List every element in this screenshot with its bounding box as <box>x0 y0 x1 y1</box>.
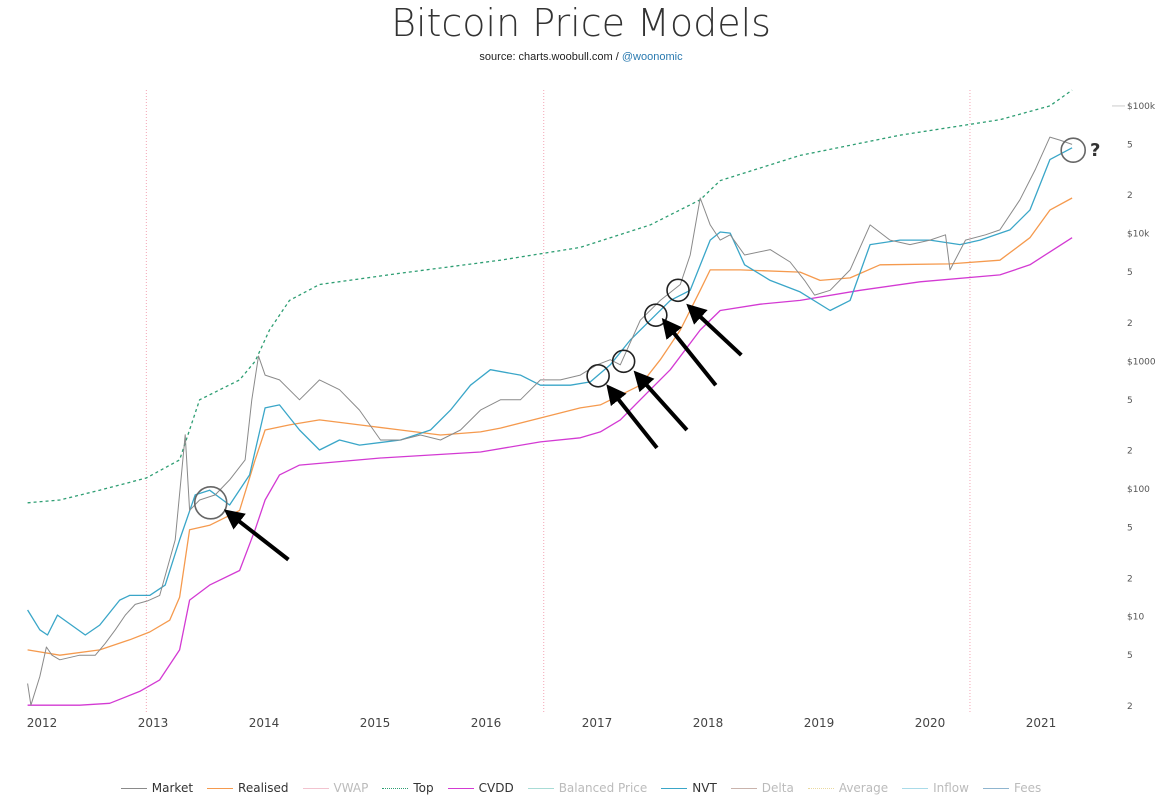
x-tick-label: 2021 <box>1026 716 1057 730</box>
chart-source: source: charts.woobull.com / @woonomic <box>0 51 1162 63</box>
legend: Market Realised VWAP Top CVDD Balanced Price N… <box>0 781 1162 795</box>
legend-item-average[interactable]: Average <box>807 781 889 795</box>
y-tick-label: $10k <box>1127 230 1150 240</box>
x-tick-label: 2013 <box>138 716 169 730</box>
legend-item-market[interactable]: Market <box>120 781 194 795</box>
legend-item-top[interactable]: Top <box>382 781 434 795</box>
y-tick-label: $100k <box>1127 102 1156 112</box>
legend-swatch <box>447 787 474 789</box>
annotation-arrow <box>223 509 290 562</box>
legend-swatch <box>120 787 147 789</box>
legend-swatch <box>527 787 554 789</box>
y-tick-label: 2 <box>1127 191 1133 201</box>
series-line-top <box>27 89 1073 504</box>
legend-label: Market <box>151 781 194 795</box>
legend-label: Inflow <box>933 781 969 795</box>
legend-swatch <box>302 787 329 789</box>
legend-item-realised[interactable]: Realised <box>207 781 289 795</box>
legend-label: VWAP <box>333 781 369 795</box>
legend-item-vwap[interactable]: VWAP <box>302 781 369 795</box>
legend-item-balanced-price[interactable]: Balanced Price <box>527 781 648 795</box>
y-tick-label: 5 <box>1127 140 1133 150</box>
legend-label: NVT <box>692 781 717 795</box>
x-tick-label: 2019 <box>804 716 835 730</box>
y-tick-label: 5 <box>1127 651 1133 661</box>
source-text: source: charts.woobull.com / <box>479 51 622 63</box>
y-tick-label: 5 <box>1127 268 1133 278</box>
legend-swatch <box>730 787 757 789</box>
x-tick-label: 2018 <box>693 716 724 730</box>
series-line-realised <box>27 197 1073 656</box>
y-tick-label: 2 <box>1127 319 1133 329</box>
legend-swatch <box>382 787 409 789</box>
x-tick-label: 2017 <box>582 716 613 730</box>
annotation-circle <box>666 278 690 303</box>
annotation-circle <box>644 303 668 327</box>
legend-label: CVDD <box>478 781 514 795</box>
x-tick-label: 2016 <box>471 716 502 730</box>
annotation-arrow <box>606 384 659 450</box>
series-line-cvdd <box>27 237 1073 706</box>
y-tick-label: $1000 <box>1127 357 1156 367</box>
legend-item-inflow[interactable]: Inflow <box>902 781 969 795</box>
annotation-circle <box>193 486 228 520</box>
legend-label: Realised <box>238 781 289 795</box>
legend-label: Fees <box>1013 781 1042 795</box>
x-tick-label: 2020 <box>915 716 946 730</box>
legend-item-fees[interactable]: Fees <box>982 781 1042 795</box>
legend-swatch <box>902 787 929 789</box>
legend-item-delta[interactable]: Delta <box>730 781 794 795</box>
source-handle-link[interactable]: @woonomic <box>621 51 683 63</box>
question-mark: ? <box>1090 140 1100 161</box>
legend-swatch <box>661 787 688 789</box>
x-tick-label: 2012 <box>27 716 58 730</box>
annotation-arrow <box>661 317 718 387</box>
y-tick-label: 2 <box>1127 574 1133 584</box>
legend-item-nvt[interactable]: NVT <box>661 781 717 795</box>
annotation-circle <box>611 349 636 374</box>
y-tick-label: 5 <box>1127 396 1133 406</box>
series-line-nvt <box>27 147 1073 636</box>
series-line-market <box>27 136 1073 706</box>
y-tick-label: $100 <box>1127 485 1150 495</box>
legend-label: Top <box>413 781 434 795</box>
chart-title: Bitcoin Price Models <box>391 1 771 45</box>
legend-swatch <box>207 787 234 789</box>
annotation-circle <box>586 364 610 388</box>
legend-item-cvdd[interactable]: CVDD <box>447 781 514 795</box>
y-tick-label: 2 <box>1127 702 1133 712</box>
y-tick-label: 2 <box>1127 447 1133 457</box>
annotation-arrow <box>686 303 743 357</box>
x-tick-label: 2014 <box>249 716 280 730</box>
annotation-arrow <box>633 370 689 432</box>
y-tick-label: $10 <box>1127 613 1144 623</box>
y-tick-label: 5 <box>1127 523 1133 533</box>
legend-label: Balanced Price <box>558 781 648 795</box>
legend-swatch <box>807 787 834 789</box>
legend-label: Delta <box>761 781 794 795</box>
x-tick-label: 2015 <box>360 716 391 730</box>
annotation-circle <box>1060 137 1086 164</box>
legend-swatch <box>982 787 1009 789</box>
legend-label: Average <box>838 781 889 795</box>
